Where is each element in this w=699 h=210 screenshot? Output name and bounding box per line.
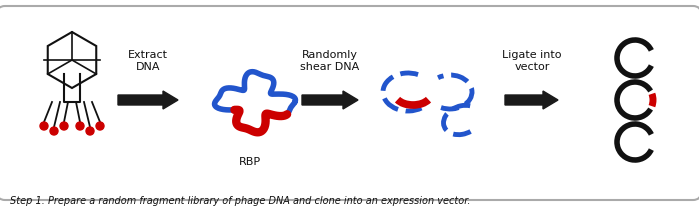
FancyArrow shape — [505, 91, 558, 109]
Text: Randomly
shear DNA: Randomly shear DNA — [301, 50, 359, 72]
Circle shape — [76, 122, 84, 130]
Circle shape — [60, 122, 68, 130]
Circle shape — [86, 127, 94, 135]
Circle shape — [96, 122, 104, 130]
FancyArrow shape — [118, 91, 178, 109]
FancyBboxPatch shape — [0, 6, 699, 200]
Circle shape — [40, 122, 48, 130]
Text: RBP: RBP — [239, 157, 261, 167]
Text: Ligate into
vector: Ligate into vector — [503, 50, 562, 72]
Text: Extract
DNA: Extract DNA — [128, 50, 168, 72]
Circle shape — [50, 127, 58, 135]
Text: Step 1. Prepare a random fragment library of phage DNA and clone into an express: Step 1. Prepare a random fragment librar… — [10, 196, 470, 206]
FancyArrow shape — [302, 91, 358, 109]
